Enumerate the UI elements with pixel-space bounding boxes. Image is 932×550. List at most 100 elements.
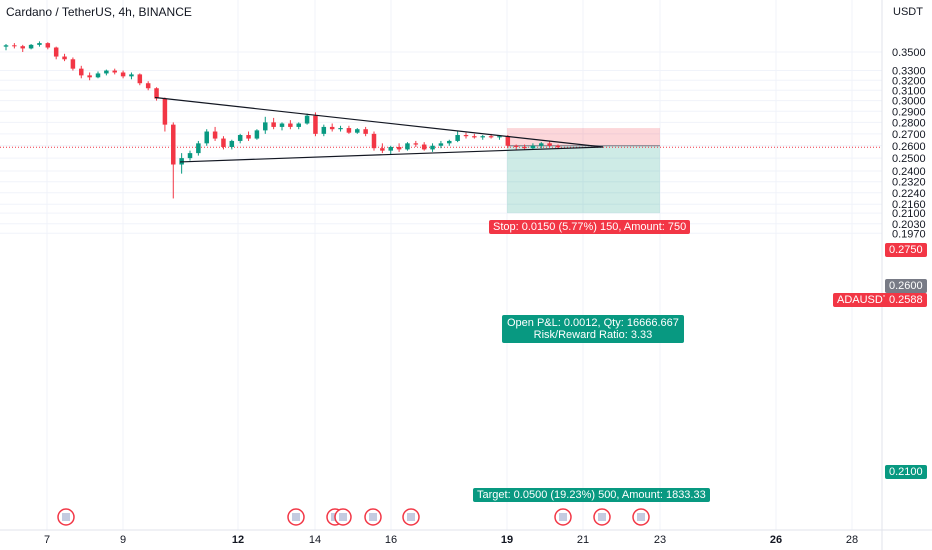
candle-body [355,129,360,133]
stop-label: Stop: 0.0150 (5.77%) 150, Amount: 750 [489,220,691,234]
candle-body [555,145,561,148]
candle-body [388,146,393,151]
candle-body [145,83,151,89]
candle-body [62,56,67,60]
us-flag-stripes [369,513,377,521]
candle-body [120,72,126,77]
y-tick-label: 0.2240 [892,188,926,200]
candle-body [346,128,352,133]
target-label: Target: 0.0500 (19.23%) 500, Amount: 183… [473,488,710,502]
y-tick-label: 0.2800 [892,117,926,129]
us-flag-stripes [292,513,300,521]
candle-body [338,128,343,130]
x-tick-label: 12 [232,534,244,546]
candle-body [438,143,444,146]
candle-body [246,135,251,139]
candle-body [171,124,176,165]
candle-body [405,143,410,150]
y-tick-label: 0.2030 [892,219,926,231]
candle-body [488,136,494,138]
pnl-info: Open P&L: 0.0012, Qty: 16666.667 Risk/Re… [502,315,684,343]
y-tick-label: 0.2320 [892,177,926,189]
candle-body [79,68,84,76]
y-tick-label: 0.3500 [892,47,926,59]
candle-body [396,146,402,150]
y-tick-label: 0.2500 [892,153,926,165]
us-flag-stripes [559,513,567,521]
us-flag-stripes [598,513,606,521]
x-tick-label: 16 [385,534,397,546]
candle-body [204,131,209,144]
y-tick-label: 0.3300 [892,66,926,78]
entry-price-badge: 0.2600 [885,279,927,293]
chart-title: Cardano / TetherUS, 4h, BINANCE [6,5,192,19]
symbol-badge: ADAUSDT [833,293,894,307]
x-tick-label: 7 [44,534,50,546]
candle-body [212,131,218,139]
candle-body [37,43,42,45]
candle-body [70,59,76,69]
candle-body [413,143,419,145]
candle-body [87,75,92,78]
candle-body [505,136,511,146]
candle-body [45,43,51,48]
candle-body [254,130,260,139]
candle-body [28,44,34,49]
candle-body [271,122,276,127]
candle-body [530,145,536,149]
candle-body [12,45,17,47]
x-tick-label: 9 [120,534,126,546]
triangle-lower-line [179,146,604,163]
target-zone [507,145,660,214]
candle-body [313,115,318,134]
candle-body [480,136,485,138]
candle-body [329,126,335,130]
candle-body [229,140,235,147]
us-flag-stripes [637,513,645,521]
candle-body [129,74,134,77]
y-tick-label: 0.2700 [892,129,926,141]
y-tick-label: 0.3000 [892,96,926,108]
stop-price-badge: 0.2750 [885,243,927,257]
y-tick-label: 0.2100 [892,208,926,220]
candle-body [53,47,59,57]
target-price-badge: 0.2100 [885,465,927,479]
candle-body [513,145,519,147]
candle-body [380,148,385,151]
us-flag-stripes [339,513,347,521]
candle-body [430,145,435,150]
candle-body [187,153,193,159]
candle-body [522,146,527,149]
candle-body [237,135,243,141]
candle-body [137,74,143,84]
y-tick-label: 0.2160 [892,199,926,211]
candle-body [472,136,477,138]
candle-body [539,143,544,146]
candle-body [371,133,377,149]
candle-body [547,143,552,146]
candle-body [263,122,268,131]
currency-label: USDT [893,6,923,18]
candle-body [112,70,117,73]
candle-body [296,123,301,127]
us-flag-stripes [62,513,70,521]
candle-body [447,140,452,144]
candle-body [455,135,460,141]
candle-body [154,88,159,99]
candle-body [162,98,168,125]
x-tick-label: 26 [770,534,782,546]
y-tick-label: 0.3100 [892,85,926,97]
candle-body [104,70,109,74]
y-tick-label: 0.2900 [892,106,926,118]
x-tick-label: 19 [501,534,513,546]
candle-body [304,115,310,124]
x-tick-label: 28 [846,534,858,546]
stop-zone [507,128,660,146]
candle-body [196,143,201,154]
y-tick-label: 0.1970 [892,228,926,240]
candle-body [3,45,9,47]
x-tick-label: 21 [577,534,589,546]
last-price-badge: 0.2588 [885,293,927,307]
pnl-label: Open P&L: 0.0012, Qty: 16666.667 [507,317,679,329]
